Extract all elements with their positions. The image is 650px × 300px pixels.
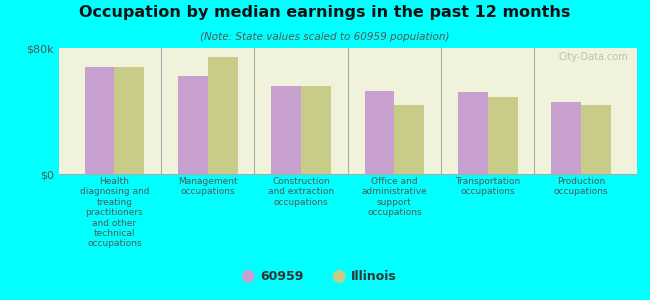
Bar: [178, 76, 208, 174]
Bar: [395, 105, 424, 174]
Text: Transportation
occupations: Transportation occupations: [455, 177, 521, 197]
Text: City-Data.com: City-Data.com: [558, 52, 629, 62]
Bar: [488, 97, 517, 174]
Text: Occupation by median earnings in the past 12 months: Occupation by median earnings in the pas…: [79, 4, 571, 20]
Text: Production
occupations: Production occupations: [554, 177, 608, 197]
Bar: [551, 101, 581, 174]
Bar: [365, 91, 395, 174]
Text: Health
diagnosing and
treating
practitioners
and other
technical
occupations: Health diagnosing and treating practitio…: [80, 177, 150, 248]
Text: (Note: State values scaled to 60959 population): (Note: State values scaled to 60959 popu…: [200, 32, 450, 41]
Text: Office and
administrative
support
occupations: Office and administrative support occupa…: [361, 177, 427, 217]
Text: Management
occupations: Management occupations: [178, 177, 238, 197]
Bar: [84, 67, 114, 174]
Text: Illinois: Illinois: [351, 269, 396, 283]
Bar: [301, 86, 331, 174]
Text: Construction
and extraction
occupations: Construction and extraction occupations: [268, 177, 334, 207]
Bar: [114, 67, 144, 174]
Bar: [581, 105, 611, 174]
Bar: [208, 57, 238, 174]
Text: ●: ●: [331, 267, 345, 285]
Bar: [458, 92, 488, 174]
Text: 60959: 60959: [260, 269, 304, 283]
Bar: [271, 86, 301, 174]
Text: ●: ●: [240, 267, 254, 285]
